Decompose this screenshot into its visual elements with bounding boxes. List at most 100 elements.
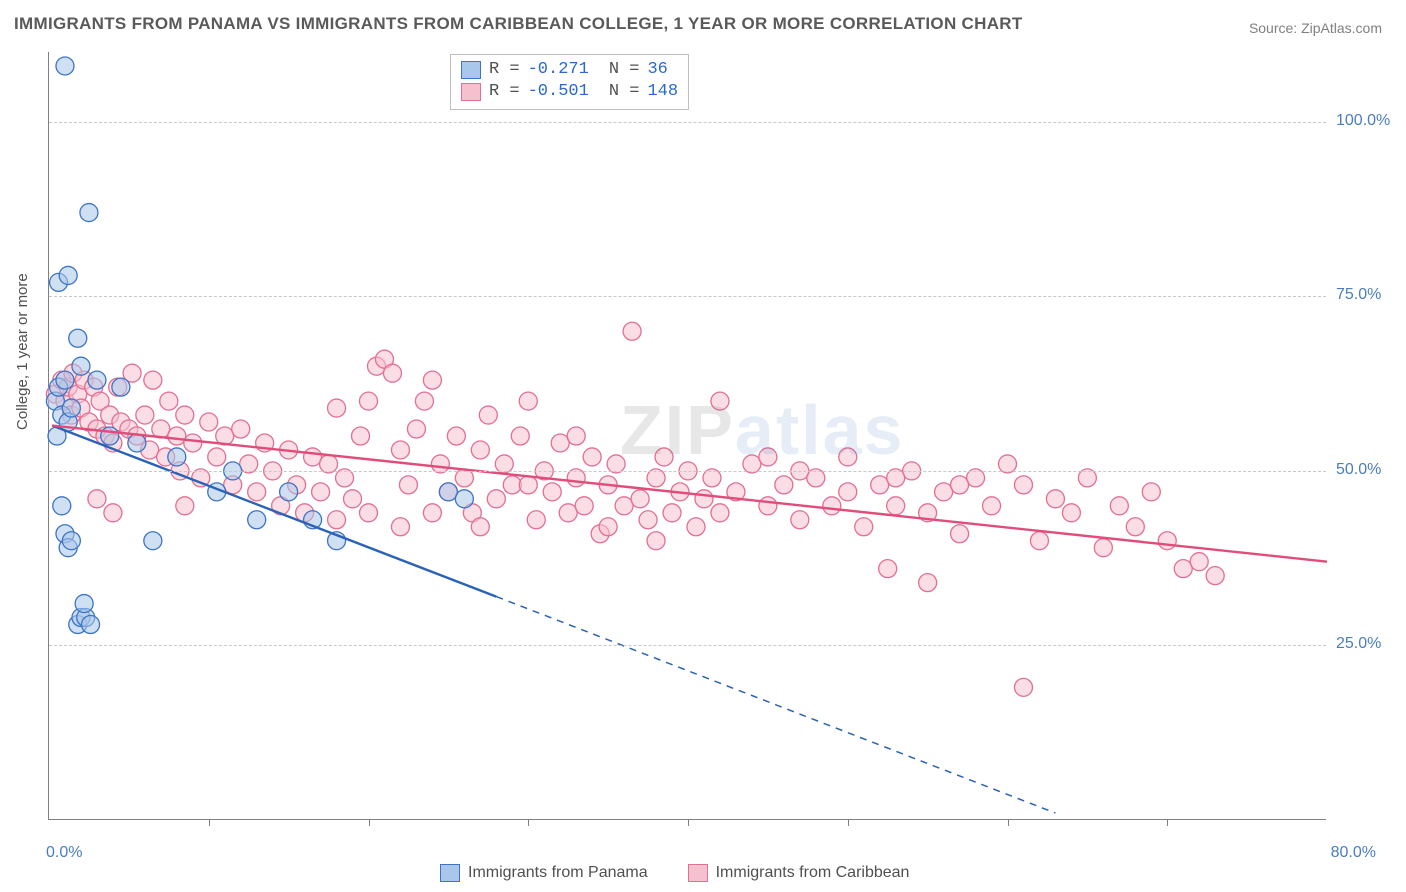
x-axis-min-label: 0.0% — [46, 844, 82, 862]
data-point — [471, 518, 489, 536]
data-point — [1142, 483, 1160, 501]
data-point — [551, 434, 569, 452]
series-legend: Immigrants from Panama Immigrants from Ca… — [440, 864, 909, 882]
data-point — [1126, 518, 1144, 536]
data-point — [62, 399, 80, 417]
data-point — [695, 490, 713, 508]
data-point — [455, 490, 473, 508]
data-point — [232, 420, 250, 438]
data-point — [775, 476, 793, 494]
data-point — [144, 532, 162, 550]
y-tick-label: 75.0% — [1336, 286, 1381, 304]
data-point — [1046, 490, 1064, 508]
data-point — [639, 511, 657, 529]
data-point — [599, 518, 617, 536]
data-point — [112, 378, 130, 396]
data-point — [136, 406, 154, 424]
data-point — [248, 511, 266, 529]
plot-area — [48, 52, 1326, 820]
data-point — [399, 476, 417, 494]
data-point — [487, 490, 505, 508]
data-point — [647, 532, 665, 550]
legend-n-label: N = — [609, 81, 640, 103]
data-point — [184, 434, 202, 452]
data-point — [839, 448, 857, 466]
data-point — [543, 483, 561, 501]
data-point — [88, 371, 106, 389]
legend-row: R = -0.271N = 36 — [461, 59, 678, 81]
data-point — [559, 504, 577, 522]
data-point — [951, 476, 969, 494]
data-point — [75, 595, 93, 613]
data-point — [711, 504, 729, 522]
y-axis-title: College, 1 year or more — [14, 273, 31, 430]
data-point — [62, 532, 80, 550]
legend-item: Immigrants from Caribbean — [688, 864, 910, 882]
gridline — [49, 471, 1326, 472]
source-attribution: Source: ZipAtlas.com — [1249, 20, 1382, 36]
data-point — [567, 427, 585, 445]
data-point — [88, 490, 106, 508]
data-point — [56, 57, 74, 75]
data-point — [1094, 539, 1112, 557]
data-point — [839, 483, 857, 501]
y-tick-label: 25.0% — [1336, 635, 1381, 653]
data-point — [176, 406, 194, 424]
data-point — [1014, 476, 1032, 494]
gridline — [49, 122, 1326, 123]
data-point — [304, 448, 322, 466]
data-point — [53, 497, 71, 515]
data-point — [248, 483, 266, 501]
regression-line — [52, 426, 1327, 562]
data-point — [391, 441, 409, 459]
gridline — [49, 296, 1326, 297]
data-point — [82, 616, 100, 634]
data-point — [519, 392, 537, 410]
data-point — [423, 504, 441, 522]
legend-swatch — [461, 61, 481, 79]
data-point — [1062, 504, 1080, 522]
y-tick-label: 50.0% — [1336, 461, 1381, 479]
data-point — [407, 420, 425, 438]
data-point — [575, 497, 593, 515]
legend-r-value: -0.501 — [528, 81, 589, 103]
data-point — [101, 427, 119, 445]
data-point — [352, 427, 370, 445]
data-point — [280, 483, 298, 501]
data-point — [655, 448, 673, 466]
data-point — [80, 204, 98, 222]
x-axis-max-label: 80.0% — [1331, 844, 1376, 862]
data-point — [447, 427, 465, 445]
data-point — [711, 392, 729, 410]
data-point — [423, 371, 441, 389]
data-point — [511, 427, 529, 445]
data-point — [887, 497, 905, 515]
data-point — [439, 483, 457, 501]
data-point — [383, 364, 401, 382]
data-point — [176, 497, 194, 515]
data-point — [328, 511, 346, 529]
data-point — [1206, 567, 1224, 585]
data-point — [983, 497, 1001, 515]
data-point — [1190, 553, 1208, 571]
data-point — [855, 518, 873, 536]
data-point — [879, 560, 897, 578]
data-point — [687, 518, 705, 536]
regression-line-extrapolated — [496, 597, 1055, 813]
legend-row: R = -0.501N = 148 — [461, 81, 678, 103]
data-point — [471, 441, 489, 459]
data-point — [479, 406, 497, 424]
legend-n-label: N = — [609, 59, 640, 81]
data-point — [208, 448, 226, 466]
x-tick — [209, 819, 210, 826]
data-point — [168, 427, 186, 445]
data-point — [527, 511, 545, 529]
legend-r-value: -0.271 — [528, 59, 589, 81]
data-point — [1030, 532, 1048, 550]
data-point — [631, 490, 649, 508]
legend-n-value: 36 — [647, 59, 667, 81]
legend-label: Immigrants from Caribbean — [716, 864, 910, 882]
legend-item: Immigrants from Panama — [440, 864, 648, 882]
scatter-svg — [49, 52, 1326, 819]
x-tick — [1167, 819, 1168, 826]
